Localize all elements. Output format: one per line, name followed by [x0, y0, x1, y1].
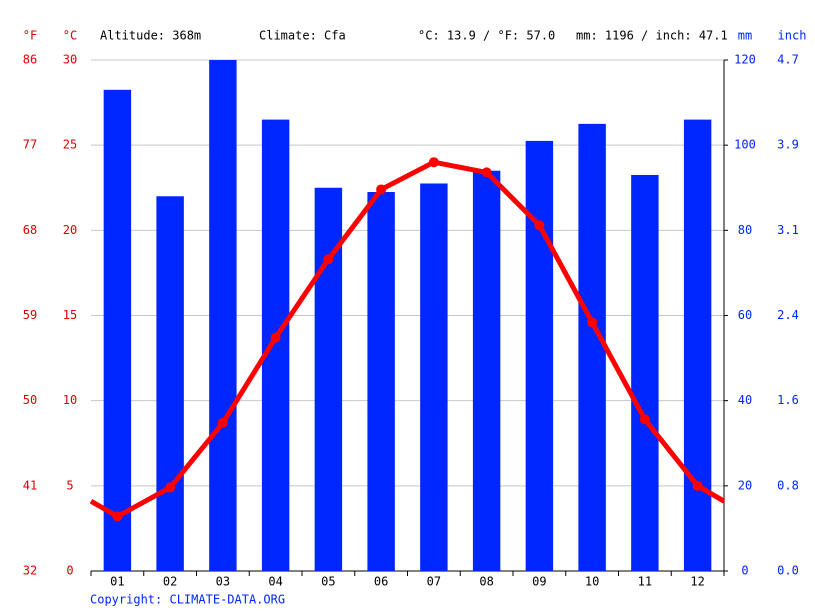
mm-tick-label: 20: [738, 478, 752, 492]
c-tick-label: 20: [63, 223, 77, 237]
mm-tick-label: 100: [734, 138, 756, 152]
mm-tick-label: 40: [738, 393, 752, 407]
temperature-edge: [696, 483, 726, 504]
mm-axis-label: mm: [738, 29, 752, 43]
x-tick-label: 01: [110, 575, 124, 589]
copyright: Copyright: CLIMATE-DATA.ORG: [90, 593, 285, 607]
c-tick-label: 15: [63, 308, 77, 322]
x-tick-label: 12: [690, 575, 704, 589]
mm-tick-label: 80: [738, 223, 752, 237]
x-tick-label: 02: [163, 575, 177, 589]
temperature-point: [639, 414, 650, 425]
precipitation-bar: [578, 123, 606, 571]
x-tick-label: 08: [479, 575, 493, 589]
temperature-point: [587, 317, 598, 328]
c-tick-label: 0: [66, 564, 73, 578]
f-tick-label: 59: [23, 308, 37, 322]
c-axis-label: °C: [63, 29, 77, 43]
inch-tick-label: 0.8: [777, 478, 799, 492]
f-tick-label: 77: [23, 138, 37, 152]
inch-tick-label: 1.6: [777, 393, 799, 407]
inch-tick-label: 3.1: [777, 223, 799, 237]
precipitation-bar: [631, 174, 659, 571]
x-tick-label: 03: [216, 575, 230, 589]
f-axis-label: °F: [23, 29, 37, 43]
temperature-point: [112, 511, 123, 522]
x-tick-label: 09: [532, 575, 546, 589]
x-tick-label: 07: [427, 575, 441, 589]
x-tick-label: 05: [321, 575, 335, 589]
precipitation-bar: [683, 119, 712, 571]
temperature-point: [428, 157, 439, 168]
mm-tick-label: 60: [738, 308, 752, 322]
mm-tick-label: 120: [734, 53, 756, 67]
x-tick-label: 06: [374, 575, 388, 589]
temperature-point: [217, 417, 228, 428]
temperature-point: [534, 220, 545, 231]
inch-axis-label: inch: [778, 29, 807, 43]
precipitation-summary: mm: 1196 / inch: 47.1: [576, 29, 728, 43]
inch-tick-label: 3.9: [777, 138, 799, 152]
precipitation-bar: [472, 170, 501, 571]
precipitation-bar: [261, 119, 290, 571]
climate: Climate: Cfa: [259, 29, 346, 43]
f-tick-label: 86: [23, 53, 37, 67]
temperature-point: [376, 184, 387, 195]
c-tick-label: 30: [63, 53, 77, 67]
precipitation-bar: [314, 187, 343, 571]
c-tick-label: 10: [63, 393, 77, 407]
x-tick-label: 11: [638, 575, 652, 589]
temperature-point: [323, 254, 334, 265]
x-tick-label: 10: [585, 575, 599, 589]
x-tick-label: 04: [268, 575, 282, 589]
precipitation-bar: [156, 196, 184, 571]
inch-tick-label: 2.4: [777, 308, 799, 322]
precipitation-bar: [103, 89, 132, 571]
temperature-point: [165, 482, 176, 493]
f-tick-label: 50: [23, 393, 37, 407]
c-tick-label: 5: [66, 478, 73, 492]
f-tick-label: 68: [23, 223, 37, 237]
temperature-summary: °C: 13.9 / °F: 57.0: [418, 29, 555, 43]
altitude: Altitude: 368m: [100, 29, 201, 43]
precipitation-bar: [367, 192, 395, 571]
temperature-point: [481, 167, 492, 178]
temperature-edge: [89, 499, 119, 519]
temperature-point: [270, 332, 281, 343]
c-tick-label: 25: [63, 138, 77, 152]
precipitation-bar: [420, 183, 448, 571]
temperature-line: [116, 159, 700, 519]
f-tick-label: 32: [23, 564, 37, 578]
precipitation-bar: [209, 60, 237, 571]
inch-tick-label: 0.0: [777, 564, 799, 578]
precipitation-bar: [525, 140, 554, 572]
inch-tick-label: 4.7: [777, 53, 799, 67]
mm-tick-label: 0: [741, 564, 748, 578]
temperature-point: [692, 480, 703, 491]
f-tick-label: 41: [23, 478, 37, 492]
